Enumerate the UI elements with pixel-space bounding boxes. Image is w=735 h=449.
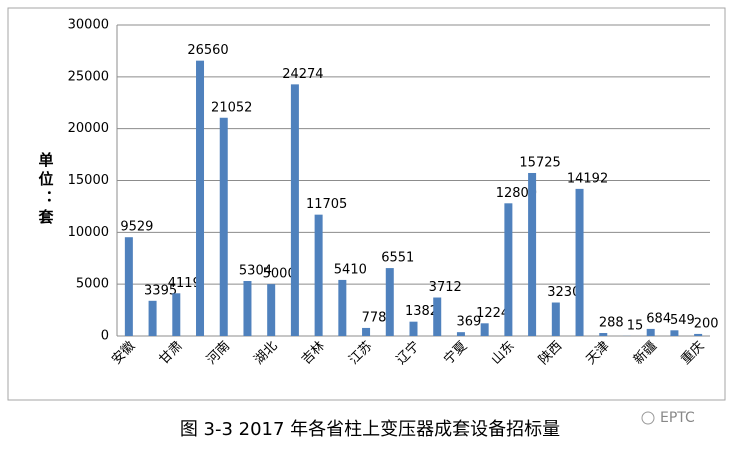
bar bbox=[504, 203, 513, 336]
bar bbox=[599, 333, 608, 336]
bar bbox=[243, 281, 252, 336]
data-label: 5304 bbox=[239, 264, 272, 279]
x-tick-label: 湖北 bbox=[251, 339, 280, 368]
bar bbox=[314, 214, 323, 336]
data-label: 778 bbox=[362, 310, 387, 325]
x-tick-label: 甘肃 bbox=[157, 339, 186, 368]
y-tick-label: 0 bbox=[101, 329, 109, 344]
data-label: 684 bbox=[646, 311, 671, 326]
data-label: 5410 bbox=[334, 262, 367, 277]
data-label: 288 bbox=[599, 316, 624, 331]
bar bbox=[148, 300, 157, 336]
bar bbox=[338, 279, 347, 336]
bar bbox=[646, 328, 655, 336]
y-tick-label: 20000 bbox=[68, 121, 109, 136]
data-label: 12800 bbox=[496, 186, 537, 201]
y-tick-label: 15000 bbox=[68, 173, 109, 188]
watermark: EPTC bbox=[660, 410, 695, 426]
x-tick-label: 辽宁 bbox=[393, 338, 423, 368]
data-label: 200 bbox=[694, 316, 719, 331]
x-tick-label: 陕西 bbox=[536, 339, 565, 368]
data-label: 1382 bbox=[405, 304, 438, 319]
data-label: 1224 bbox=[476, 306, 509, 321]
bar bbox=[290, 84, 299, 337]
y-axis-label: 单位：套 bbox=[37, 151, 55, 228]
data-label: 5000 bbox=[263, 267, 296, 282]
data-label: 4119 bbox=[168, 276, 201, 291]
bar bbox=[551, 302, 560, 336]
data-label: 549 bbox=[670, 313, 695, 328]
data-label: 21052 bbox=[211, 100, 252, 115]
bar bbox=[172, 293, 181, 336]
x-tick-label: 吉林 bbox=[299, 339, 328, 368]
bar bbox=[433, 297, 442, 336]
bar bbox=[124, 237, 133, 336]
data-label: 15725 bbox=[519, 155, 560, 170]
data-label: 3395 bbox=[144, 283, 177, 298]
x-tick-label: 河南 bbox=[203, 338, 233, 368]
bar bbox=[575, 188, 584, 336]
y-tick-label: 5000 bbox=[76, 277, 109, 292]
x-tick-label: 山东 bbox=[489, 339, 518, 368]
chart-border bbox=[7, 7, 726, 401]
data-label: 3712 bbox=[429, 280, 462, 295]
data-label: 6551 bbox=[381, 251, 414, 266]
x-tick-label: 新疆 bbox=[630, 338, 660, 368]
bar bbox=[694, 333, 703, 336]
x-tick-label: 天津 bbox=[584, 339, 613, 368]
y-tick-label: 25000 bbox=[68, 69, 109, 84]
bar bbox=[480, 323, 489, 336]
bar bbox=[670, 330, 679, 336]
data-label: 3230 bbox=[547, 285, 580, 300]
bar bbox=[267, 284, 276, 336]
chart-title: 图 3-3 2017 年各省柱上变压器成套设备招标量 bbox=[180, 419, 560, 440]
data-label: 369 bbox=[457, 315, 482, 330]
bar bbox=[409, 321, 418, 336]
bar bbox=[385, 268, 394, 336]
x-tick-label: 宁夏 bbox=[441, 338, 471, 368]
y-tick-label: 30000 bbox=[68, 18, 109, 33]
bar bbox=[219, 117, 228, 337]
data-label: 26560 bbox=[187, 43, 228, 58]
x-tick-label: 安徽 bbox=[109, 339, 138, 368]
y-tick-label: 10000 bbox=[68, 225, 109, 240]
x-tick-label: 江苏 bbox=[346, 338, 376, 368]
data-label: 14192 bbox=[567, 171, 608, 186]
bar bbox=[528, 172, 537, 336]
bar bbox=[362, 327, 371, 336]
data-label: 15 bbox=[627, 318, 644, 333]
data-label: 11705 bbox=[306, 197, 347, 212]
x-tick-label: 重庆 bbox=[678, 338, 708, 368]
watermark-icon bbox=[641, 411, 655, 425]
data-label: 24274 bbox=[282, 67, 323, 82]
bar bbox=[456, 332, 465, 336]
bar bbox=[196, 60, 205, 336]
data-label: 9529 bbox=[120, 220, 153, 235]
